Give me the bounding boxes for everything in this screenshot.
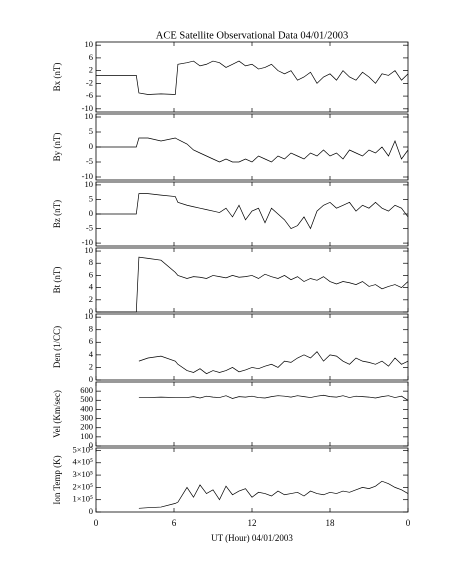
y-tick-label: 10 xyxy=(85,39,94,49)
y-tick-label: -10 xyxy=(82,237,93,247)
y-tick-label: 4 xyxy=(89,349,94,359)
y-tick-label: 300 xyxy=(80,413,93,423)
data-line xyxy=(96,193,409,230)
x-tick-label: 0 xyxy=(94,518,99,528)
chart-title: ACE Satellite Observational Data 04/01/2… xyxy=(156,30,348,41)
y-tick-label: 3×10⁵ xyxy=(72,469,93,479)
panel-frame xyxy=(95,113,409,181)
x-tick-label: 6 xyxy=(172,518,177,528)
y-tick-label: 600 xyxy=(80,385,93,395)
y-tick-label: 400 xyxy=(80,403,93,413)
y-tick-label: 2 xyxy=(89,361,93,371)
y-tick-label: 6 xyxy=(89,269,93,279)
data-line xyxy=(138,480,409,509)
y-axis-label: Bt (nT) xyxy=(52,267,62,294)
y-tick-label: -6 xyxy=(86,90,93,100)
y-tick-label: 0 xyxy=(89,208,93,218)
y-tick-label: 1×10⁵ xyxy=(72,494,93,504)
y-axis-label: Bx (nT) xyxy=(52,63,62,92)
y-tick-label: 2 xyxy=(89,65,93,75)
data-line xyxy=(138,351,409,375)
y-tick-label: 2×10⁵ xyxy=(72,481,93,491)
y-tick-label: 10 xyxy=(85,245,94,255)
y-tick-label: -10 xyxy=(82,103,93,113)
data-line xyxy=(138,394,409,401)
y-tick-label: 5 xyxy=(89,193,93,203)
panel-frame xyxy=(95,41,409,113)
y-tick-label: 0 xyxy=(89,141,93,151)
panel-frame xyxy=(95,447,409,513)
data-line xyxy=(96,60,409,95)
y-tick-label: -2 xyxy=(86,77,93,87)
y-tick-label: 8 xyxy=(89,324,93,334)
y-axis-label: Ion Temp (K) xyxy=(52,455,62,504)
y-tick-label: 5 xyxy=(89,126,93,136)
x-tick-label: 12 xyxy=(248,518,257,528)
y-axis-label: Den (1/CC) xyxy=(52,326,62,368)
panel-frame xyxy=(95,313,409,381)
y-tick-label: 0 xyxy=(89,306,93,316)
x-tick-label: 0 xyxy=(406,518,411,528)
y-tick-label: 8 xyxy=(89,257,93,267)
y-tick-label: -5 xyxy=(86,222,93,232)
y-tick-label: 500 xyxy=(80,394,93,404)
panel-frame xyxy=(95,181,409,247)
y-tick-label: 10 xyxy=(85,311,94,321)
y-tick-label: 6 xyxy=(89,52,93,62)
data-line xyxy=(96,137,409,163)
y-tick-label: 200 xyxy=(80,422,93,432)
x-tick-label: 18 xyxy=(326,518,336,528)
y-tick-label: 5×10⁵ xyxy=(72,444,93,454)
y-tick-label: 0 xyxy=(89,506,93,516)
y-axis-label: Vel (Km/sec) xyxy=(52,390,62,438)
y-tick-label: 0 xyxy=(89,374,93,384)
y-tick-label: 0 xyxy=(89,440,93,450)
y-tick-label: 6 xyxy=(89,336,93,346)
y-tick-label: 10 xyxy=(85,179,94,189)
y-tick-label: 100 xyxy=(80,431,93,441)
y-tick-label: -10 xyxy=(82,171,93,181)
panel-frame xyxy=(95,381,409,447)
y-tick-label: -5 xyxy=(86,156,93,166)
y-tick-label: 2 xyxy=(89,294,93,304)
y-axis-label: Bz (nT) xyxy=(52,200,62,228)
y-tick-label: 10 xyxy=(85,111,94,121)
y-tick-label: 4 xyxy=(89,282,94,292)
y-tick-label: 4×10⁵ xyxy=(72,457,93,467)
y-axis-label: By (nT) xyxy=(52,133,62,162)
x-axis-label: UT (Hour) 04/01/2003 xyxy=(211,533,293,543)
data-line xyxy=(96,256,409,313)
